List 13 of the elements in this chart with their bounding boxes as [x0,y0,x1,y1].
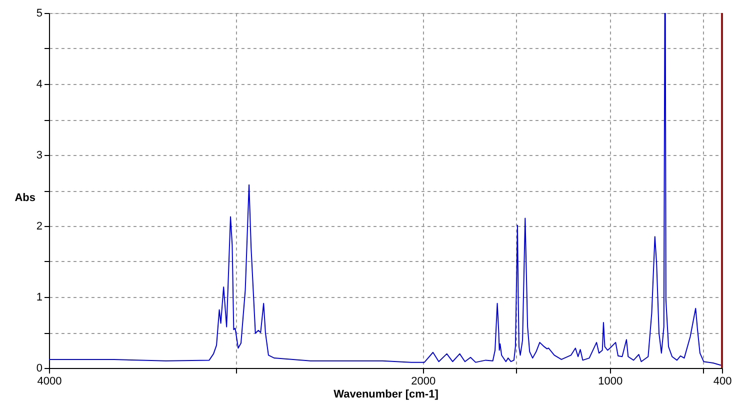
y-tick-label: 5 [36,8,42,20]
y-tick-label: 3 [36,150,42,162]
y-tick-label: 2 [36,220,42,232]
x-tick-label: 4000 [37,376,62,388]
x-tick-label: 2000 [411,376,436,388]
x-tick-label: 400 [713,376,732,388]
y-tick-label: 0 [36,362,42,374]
y-tick-label: 1 [36,292,42,304]
y-tick-label: 4 [36,78,42,90]
x-axis-title: Wavenumber [cm-1] [334,388,439,400]
y-axis-title: Abs [14,192,36,204]
line-series [49,13,722,366]
x-tick-label: 1000 [598,376,623,388]
